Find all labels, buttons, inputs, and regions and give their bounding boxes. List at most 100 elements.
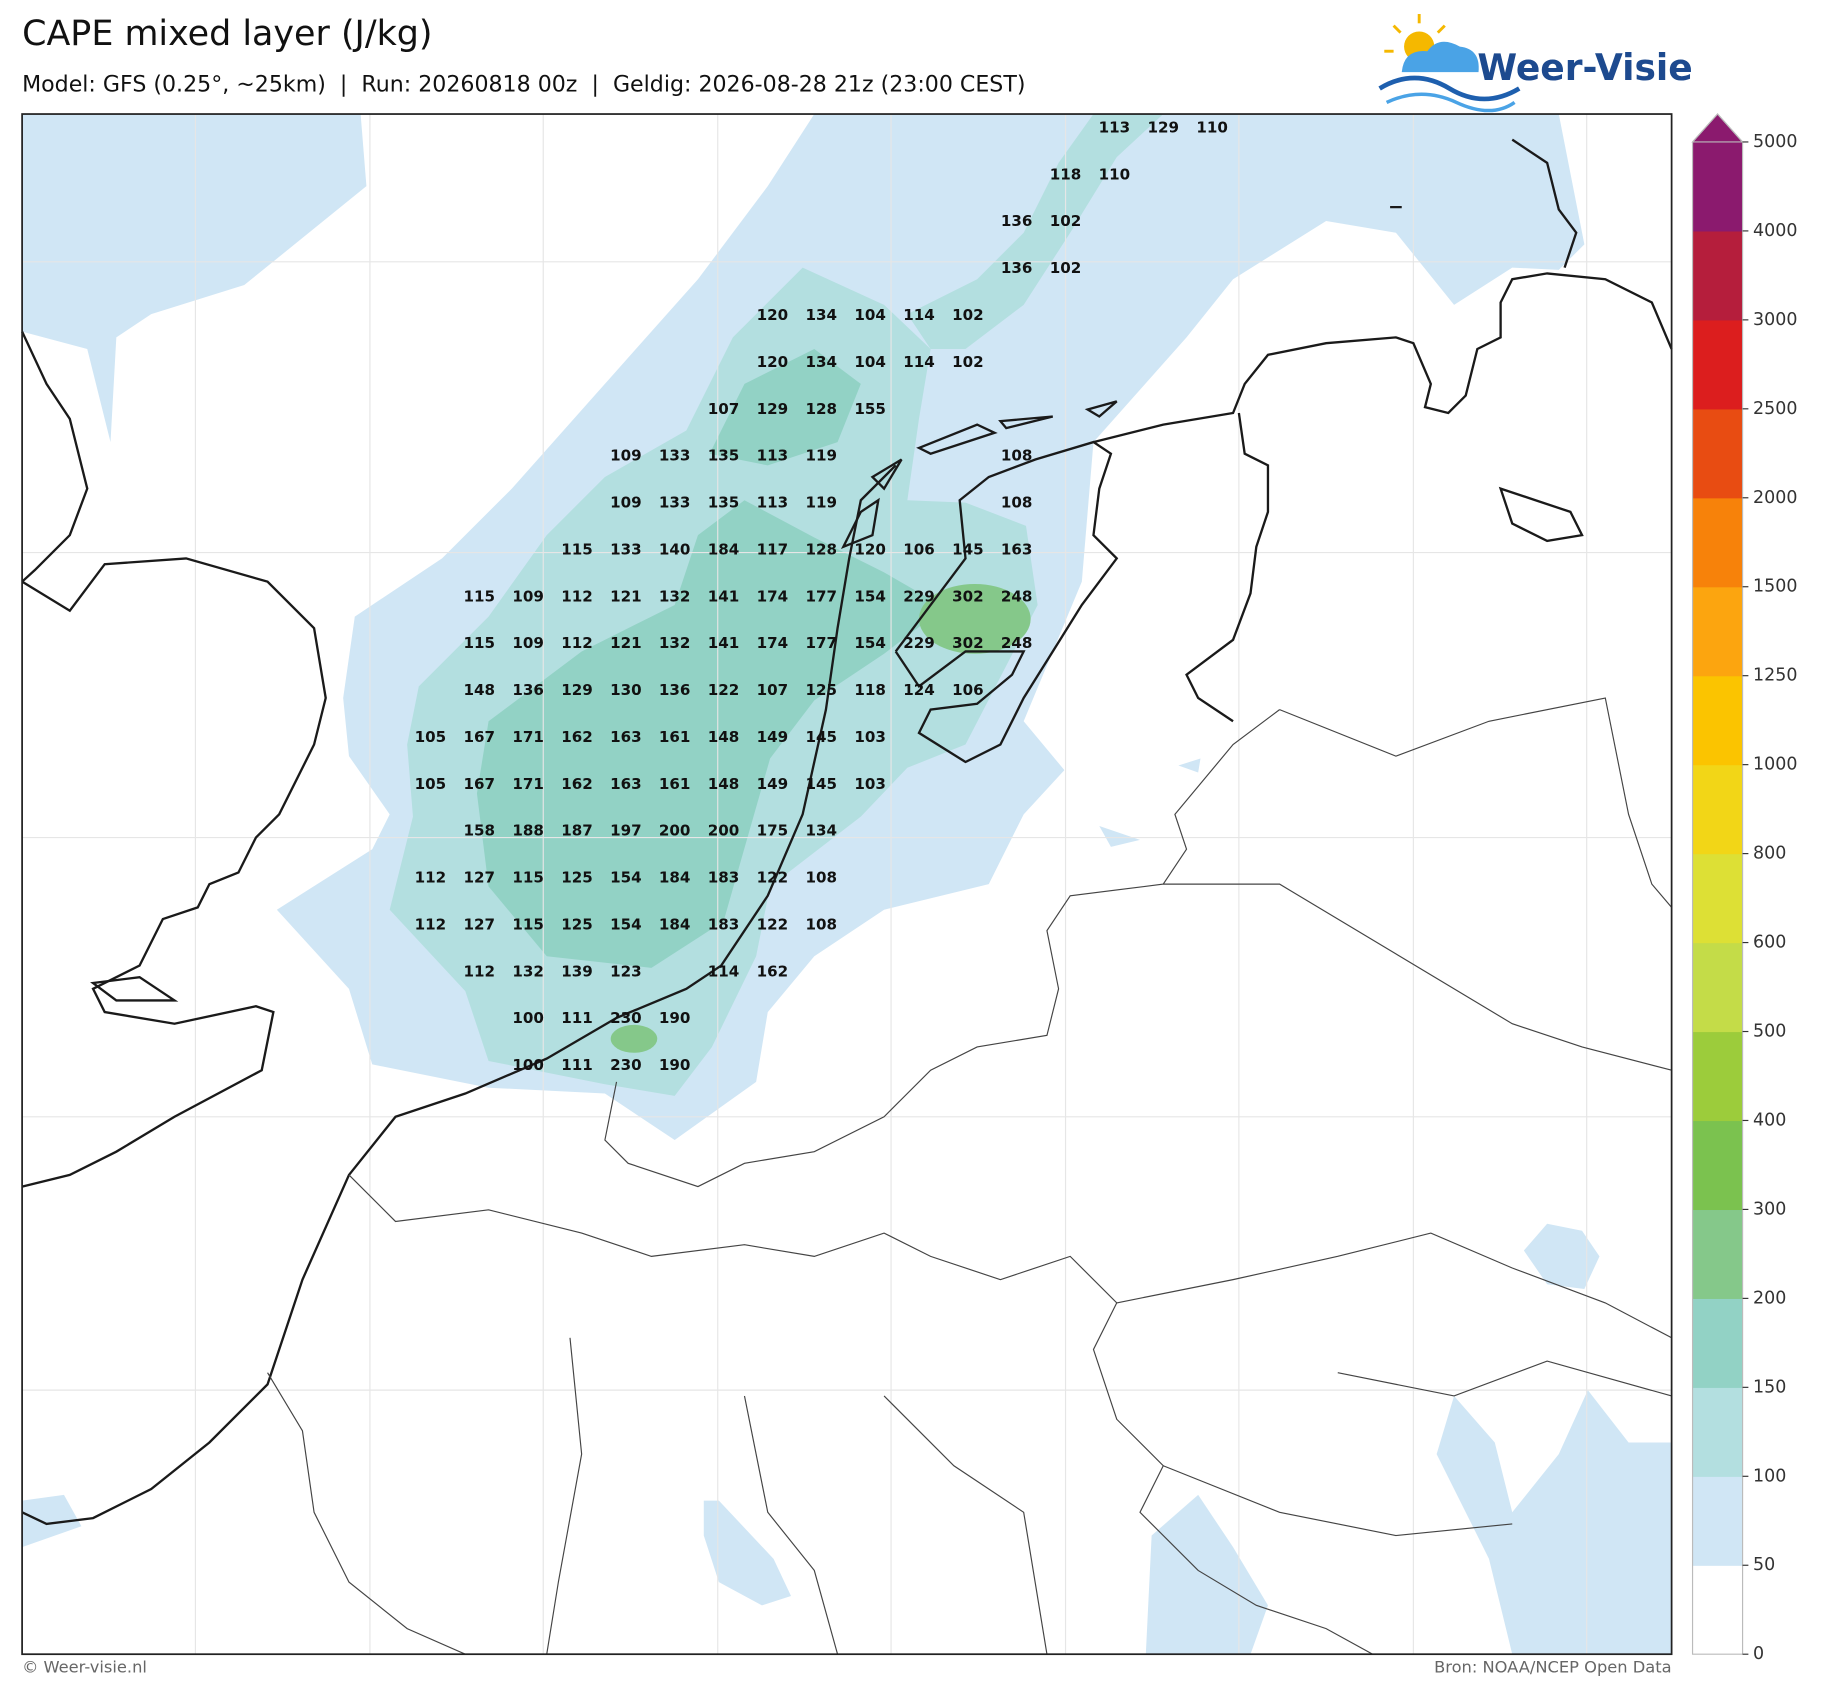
grid-value: 154 [610, 915, 642, 933]
grid-value: 190 [659, 1056, 691, 1074]
grid-value: 106 [903, 540, 935, 558]
grid-value: 113 [757, 494, 789, 512]
colorbar-extend [1691, 113, 1744, 143]
grid-value: 129 [561, 681, 593, 699]
grid-value: 102 [952, 353, 984, 371]
grid-value: 127 [463, 915, 495, 933]
grid-value: 183 [708, 915, 740, 933]
colorbar-segment [1692, 942, 1743, 1033]
grid-value: 103 [854, 775, 886, 793]
grid-value: 128 [805, 400, 837, 418]
colorbar-segment [1692, 141, 1743, 232]
grid-value: 229 [903, 587, 935, 605]
grid-value: 132 [512, 962, 544, 980]
grid-value: 111 [561, 1056, 593, 1074]
grid-value: 136 [512, 681, 544, 699]
grid-value: 118 [1050, 165, 1082, 183]
colorbar-tick-label: 1000 [1753, 755, 1797, 775]
grid-value: 113 [1099, 119, 1131, 137]
colorbar-tick-label: 300 [1753, 1199, 1786, 1219]
colorbar-tick-label: 1250 [1753, 666, 1797, 686]
grid-value: 177 [805, 634, 837, 652]
grid-value: 100 [512, 1056, 544, 1074]
colorbar-segment [1692, 319, 1743, 410]
grid-value: 230 [610, 1009, 642, 1027]
grid-value: 115 [512, 869, 544, 887]
colorbar-tick-label: 3000 [1753, 310, 1797, 330]
grid-value: 125 [805, 681, 837, 699]
grid-value: 167 [463, 775, 495, 793]
logo: Weer-Visie [1378, 13, 1693, 113]
grid-value: 120 [854, 540, 886, 558]
grid-value: 135 [708, 447, 740, 465]
colorbar-segment [1692, 1209, 1743, 1299]
grid-value: 175 [757, 822, 789, 840]
grid-value: 122 [757, 869, 789, 887]
grid-value: 122 [757, 915, 789, 933]
colorbar-segment [1692, 1120, 1743, 1211]
grid-value: 112 [561, 587, 593, 605]
grid-value: 108 [1001, 447, 1033, 465]
grid-value: 200 [708, 822, 740, 840]
grid-value: 108 [805, 869, 837, 887]
grid-value: 145 [952, 540, 984, 558]
grid-value: 174 [757, 634, 789, 652]
colorbar-segment [1692, 675, 1743, 766]
colorbar-tick-label: 1500 [1753, 577, 1797, 597]
grid-value: 197 [610, 822, 642, 840]
grid-value: 113 [757, 447, 789, 465]
grid-value: 148 [708, 775, 740, 793]
colorbar-segment [1692, 853, 1743, 944]
grid-value: 123 [610, 962, 642, 980]
grid-value: 120 [757, 353, 789, 371]
colorbar-tick-label: 150 [1753, 1377, 1786, 1397]
grid-value: 148 [708, 728, 740, 746]
grid-value: 129 [757, 400, 789, 418]
grid-value: 125 [561, 869, 593, 887]
colorbar-segment [1692, 1387, 1743, 1477]
grid-value: 154 [854, 634, 886, 652]
title: CAPE mixed layer (J/kg) [22, 14, 432, 54]
coastlines [21, 138, 1673, 1526]
colorbar-segment [1692, 408, 1743, 499]
colorbar-segment [1692, 1476, 1743, 1566]
grid-value: 184 [659, 915, 691, 933]
grid-value: 154 [854, 587, 886, 605]
colorbar-outline [1691, 113, 1744, 1655]
grid-value: 127 [463, 869, 495, 887]
grid-value: 103 [854, 728, 886, 746]
grid-value: 104 [854, 306, 886, 324]
grid-value: 105 [415, 775, 447, 793]
grid-value: 121 [610, 634, 642, 652]
grid-value: 122 [708, 681, 740, 699]
map: 113 129 110 118 110 136 102 136 102 120 134 104 114 1… [21, 113, 1673, 1656]
colorbar-tick-label: 50 [1753, 1555, 1775, 1575]
colorbar-tick-label: 2500 [1753, 399, 1797, 419]
grid-value: 102 [952, 306, 984, 324]
grid-value: 200 [659, 822, 691, 840]
grid-value: 108 [805, 915, 837, 933]
grid-value: 107 [757, 681, 789, 699]
grid-value: 158 [463, 822, 495, 840]
grid-value: 133 [659, 494, 691, 512]
colorbar-tick-label: 2000 [1753, 488, 1797, 508]
grid-value: 117 [757, 540, 789, 558]
grid-value: 133 [610, 540, 642, 558]
grid-value: 120 [757, 306, 789, 324]
grid-value: 108 [1001, 494, 1033, 512]
grid-value: 112 [561, 634, 593, 652]
grid-value: 129 [1147, 119, 1179, 137]
grid-value: 115 [512, 915, 544, 933]
grid-value: 190 [659, 1009, 691, 1027]
colorbar-segment [1692, 230, 1743, 321]
grid-value: 167 [463, 728, 495, 746]
grid-value: 119 [805, 494, 837, 512]
grid-value: 161 [659, 728, 691, 746]
grid-value: 162 [561, 775, 593, 793]
grid-value: 135 [708, 494, 740, 512]
grid-value: 148 [463, 681, 495, 699]
grid-value: 109 [512, 634, 544, 652]
colorbar-tick-label: 5000 [1753, 132, 1797, 152]
grid-value: 134 [805, 353, 837, 371]
